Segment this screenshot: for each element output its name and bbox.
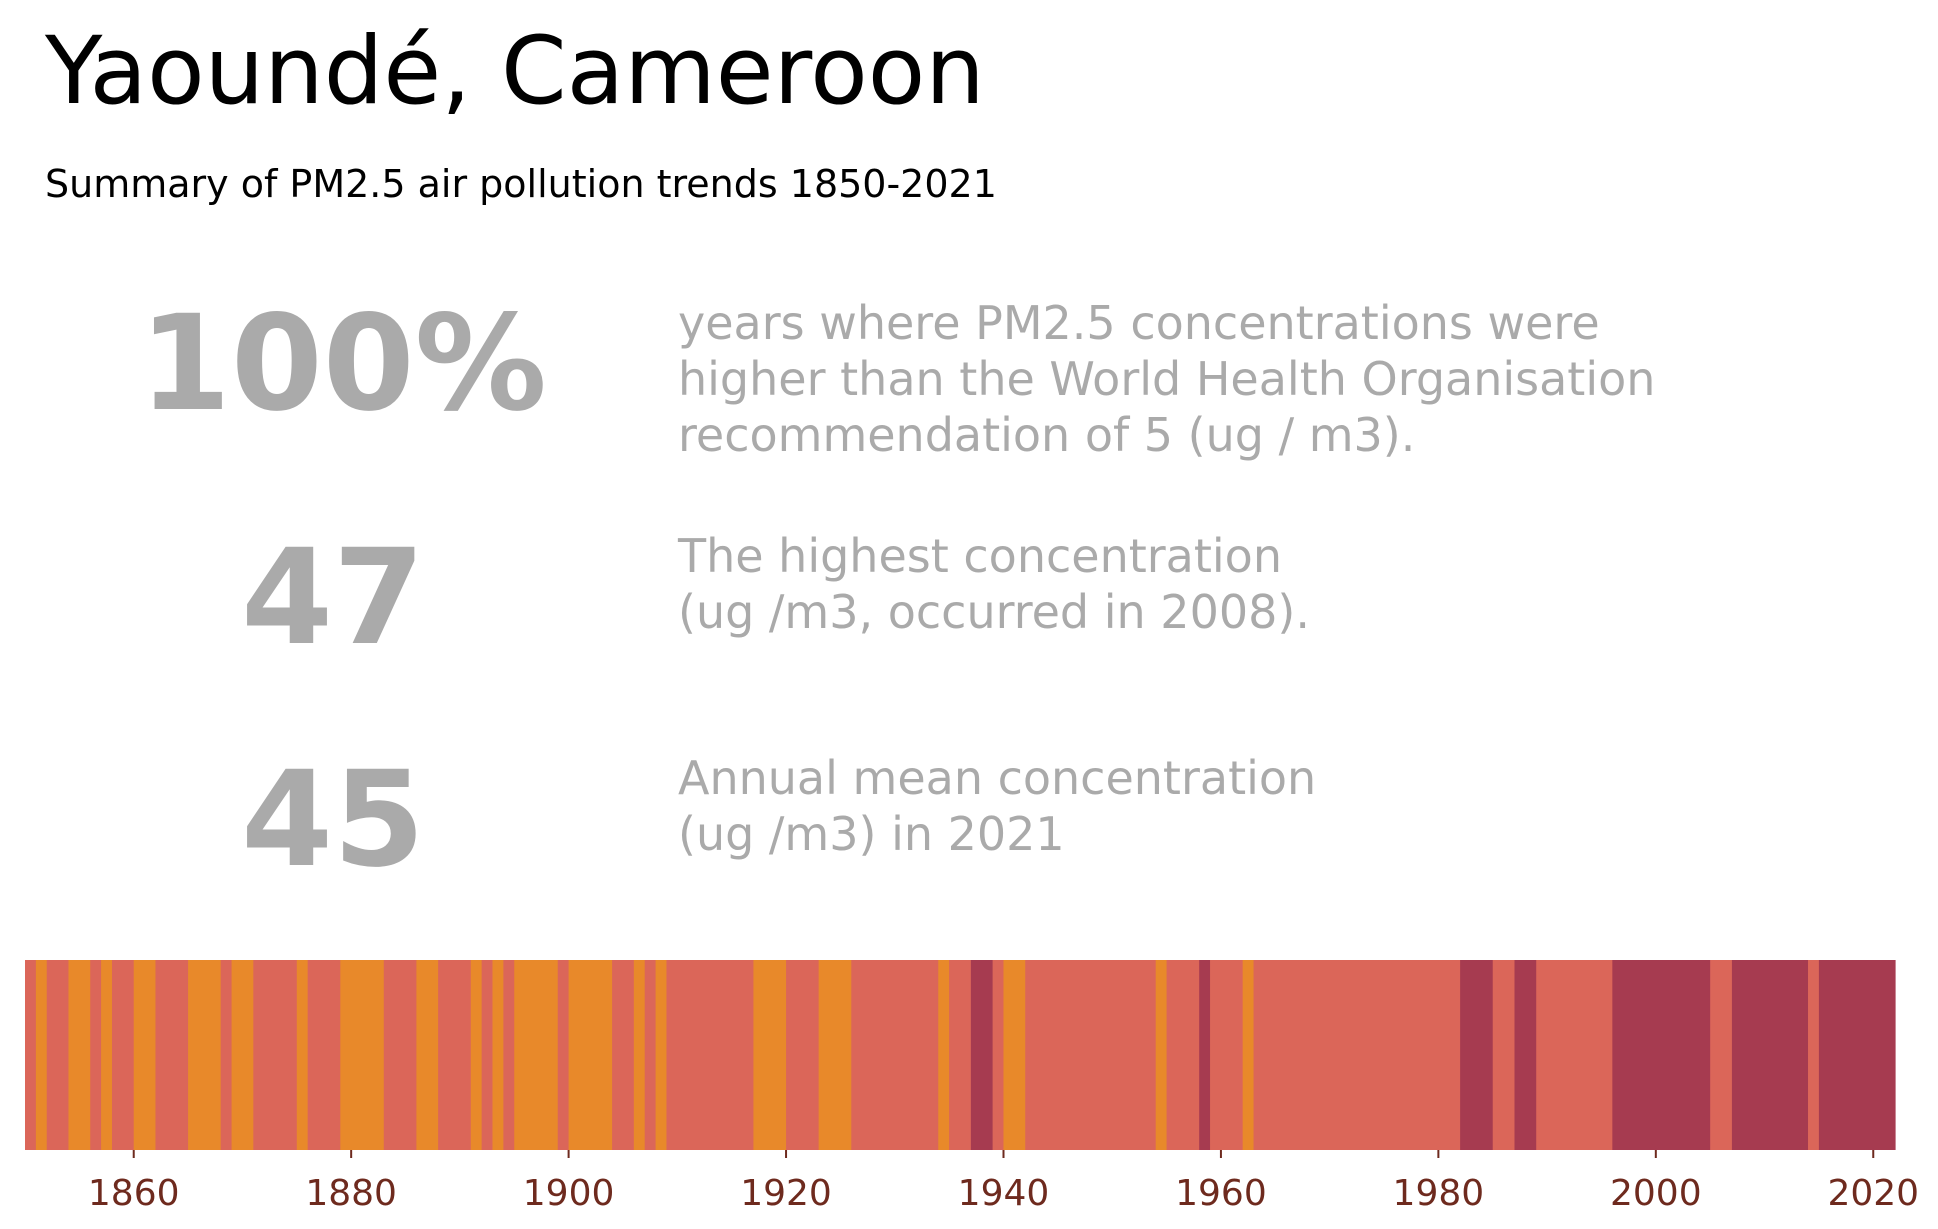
page-title: Yaoundé, Cameroon: [45, 17, 985, 126]
x-tick-label: 2000: [1610, 1173, 1702, 1214]
stat-description-line: Annual mean concentration: [678, 751, 1317, 805]
stripe-segment: [46, 960, 70, 1150]
stripe-segment: [25, 960, 37, 1150]
stripe-segment: [155, 960, 189, 1150]
stripe-segment: [568, 960, 613, 1150]
stripe-segment: [1155, 960, 1168, 1150]
stripe-segment: [188, 960, 222, 1150]
stat-description-line: (ug /m3) in 2021: [678, 807, 1065, 861]
stripe-segment: [101, 960, 113, 1150]
stripe-segment: [1492, 960, 1516, 1150]
stat-value-annual-mean: 45: [241, 743, 425, 897]
stripe-segment: [666, 960, 755, 1150]
stripe-segment: [133, 960, 157, 1150]
stripe-segment: [949, 960, 972, 1150]
stripe-segment: [851, 960, 939, 1150]
x-tick-label: 1880: [305, 1173, 397, 1214]
x-tick-label: 2020: [1827, 1173, 1919, 1214]
page-subtitle: Summary of PM2.5 air pollution trends 18…: [45, 162, 997, 206]
stripe-segment: [383, 960, 417, 1150]
stripe-segment: [992, 960, 1005, 1150]
stripe-segment: [818, 960, 852, 1150]
x-tick-label: 1940: [958, 1173, 1050, 1214]
stripe-segment: [612, 960, 635, 1150]
stripe-segment: [1514, 960, 1537, 1150]
x-tick-label: 1860: [88, 1173, 180, 1214]
stat-description-line: (ug /m3, occurred in 2008).: [678, 585, 1310, 639]
stat-description-line: The highest concentration: [678, 529, 1282, 583]
stripe-segment: [253, 960, 298, 1150]
stat-value-exceedance: 100%: [139, 287, 547, 441]
x-tick-label: 1980: [1393, 1173, 1485, 1214]
stripe-segment: [1199, 960, 1211, 1150]
stripe-segment: [1710, 960, 1733, 1150]
stripe-segment: [970, 960, 994, 1150]
stripe-segment: [753, 960, 787, 1150]
stripe-segment: [503, 960, 515, 1150]
stripe-segment: [1536, 960, 1613, 1150]
stripe-segment: [514, 960, 559, 1150]
stripe-segment: [1166, 960, 1200, 1150]
stripe-segment: [1808, 960, 1820, 1150]
stripe-segment: [68, 960, 91, 1150]
stripe-segment: [307, 960, 341, 1150]
stripe-segment: [231, 960, 254, 1150]
stat-description-line: years where PM2.5 concentrations were: [678, 296, 1600, 350]
x-tick-label: 1900: [523, 1173, 615, 1214]
stat-description-annual-mean: Annual mean concentration (ug /m3) in 20…: [678, 750, 1316, 862]
stripe-segment: [481, 960, 494, 1150]
stripe-segment: [470, 960, 483, 1150]
stripe-segment: [1731, 960, 1809, 1150]
stripe-segment: [111, 960, 135, 1150]
stripe-segment: [1612, 960, 1711, 1150]
stripe-segment: [1242, 960, 1255, 1150]
stripe-segment: [557, 960, 570, 1150]
stripe-segment: [1818, 960, 1896, 1150]
stripe-segment: [220, 960, 233, 1150]
stripe-segment: [492, 960, 504, 1150]
stripe-segment: [35, 960, 48, 1150]
stripe-segment: [644, 960, 657, 1150]
stripe-segment: [1025, 960, 1157, 1150]
stat-description-line: recommendation of 5 (ug / m3).: [678, 408, 1416, 462]
stripe-segment: [1003, 960, 1026, 1150]
x-tick-label: 1920: [740, 1173, 832, 1214]
stripe-segment: [416, 960, 439, 1150]
stat-value-highest: 47: [241, 521, 425, 675]
stripe-segment: [1460, 960, 1494, 1150]
stripe-segment: [655, 960, 668, 1150]
x-tick-label: 1960: [1175, 1173, 1267, 1214]
stripe-segment: [1210, 960, 1244, 1150]
stripe-segment: [340, 960, 385, 1150]
stripe-segment: [786, 960, 820, 1150]
stripe-segment: [1253, 960, 1461, 1150]
stat-description-line: higher than the World Health Organisatio…: [678, 352, 1656, 406]
stripe-segment: [938, 960, 950, 1150]
stat-description-exceedance: years where PM2.5 concentrations were hi…: [678, 295, 1655, 463]
stripe-segment: [438, 960, 472, 1150]
stripe-segment: [90, 960, 102, 1150]
stripe-segment: [633, 960, 646, 1150]
stripe-segment: [296, 960, 309, 1150]
stat-description-highest: The highest concentration (ug /m3, occur…: [678, 528, 1310, 640]
